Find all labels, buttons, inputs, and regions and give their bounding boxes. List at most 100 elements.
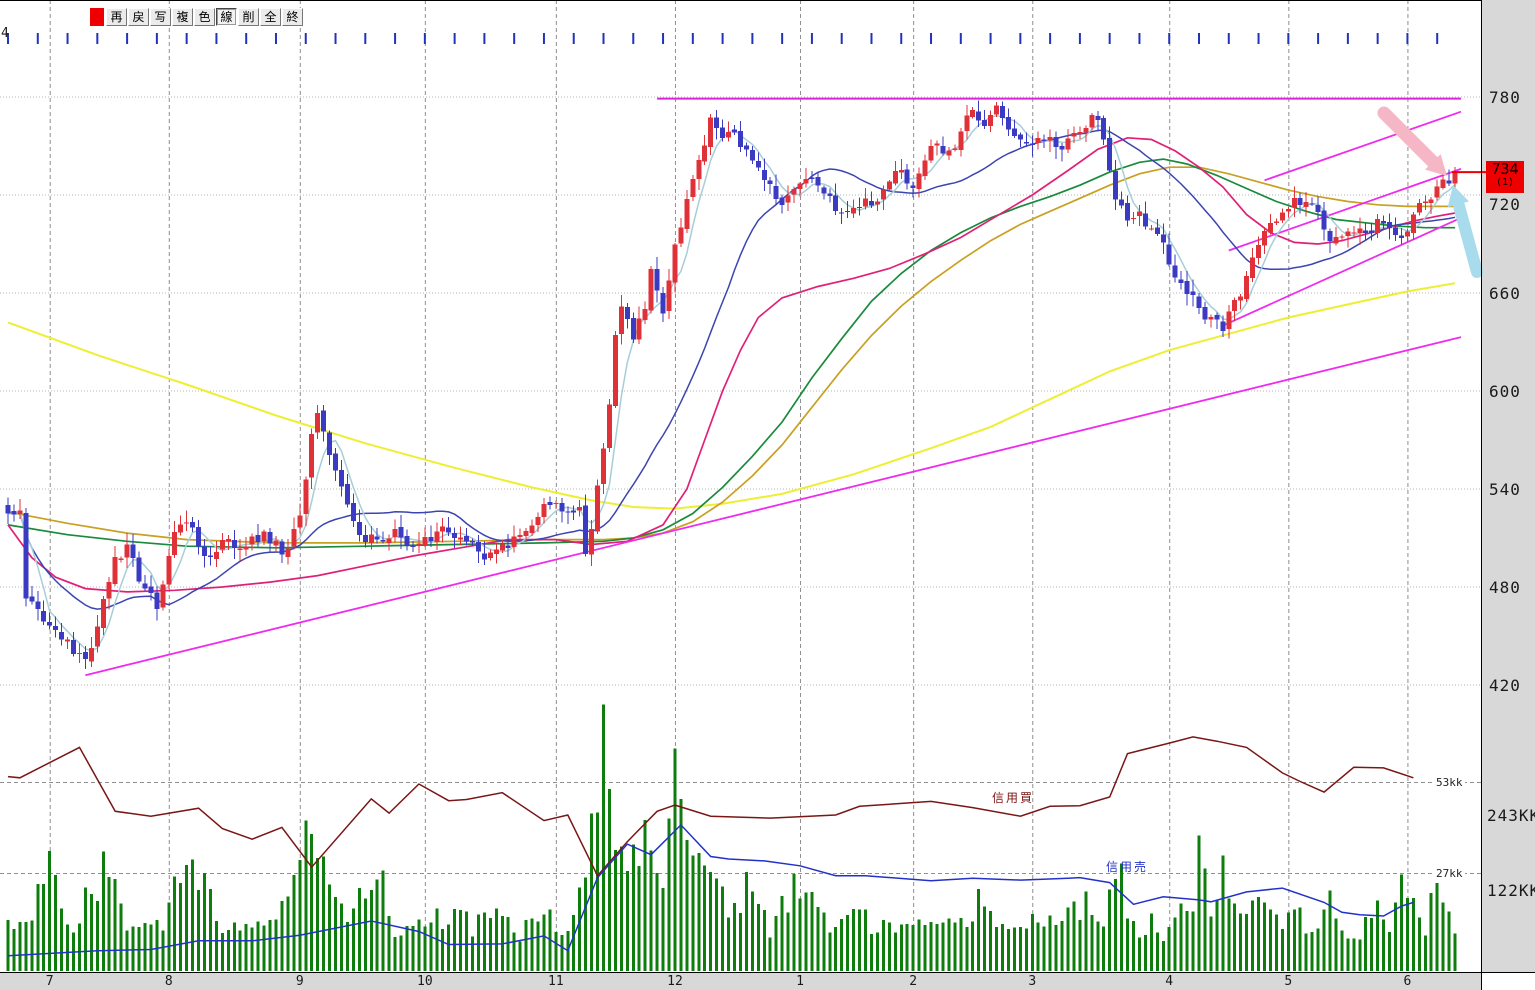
candle-body (1351, 232, 1357, 234)
candle-body (327, 432, 333, 455)
volume-bar (1120, 863, 1124, 971)
volume-bar (167, 902, 171, 971)
volume-bar (48, 850, 52, 971)
volume-bar (1269, 909, 1272, 971)
candle-body (1202, 306, 1208, 320)
volume-bar (524, 919, 528, 971)
candle-body (857, 207, 863, 209)
volume-bar (203, 873, 206, 971)
volume-bar (917, 919, 921, 971)
toolbar-button-色[interactable]: 色 (194, 8, 215, 26)
volume-bar (161, 930, 165, 971)
volume-bar (542, 914, 546, 971)
candle-body (130, 544, 136, 558)
toolbar-button-終[interactable]: 終 (282, 8, 303, 26)
candle-body (964, 115, 970, 131)
volume-bar (602, 704, 605, 971)
candle-body (1047, 136, 1053, 141)
candle-body (190, 522, 196, 528)
candle-body (428, 536, 434, 542)
candle-body (1345, 231, 1351, 236)
candle-body (1428, 199, 1434, 203)
candle-body (636, 318, 642, 340)
volume-bar (1072, 901, 1076, 971)
volume-bar (1114, 879, 1118, 971)
ma-crimson-line (7, 136, 1456, 593)
volume-bar (721, 886, 725, 971)
volume-bar (357, 887, 361, 971)
candle-body (630, 317, 636, 340)
volume-bar (12, 929, 16, 971)
volume-bar (268, 920, 272, 971)
volume-bar (1257, 897, 1260, 971)
volume-bar (1334, 918, 1338, 971)
volume-bar (941, 922, 945, 971)
toolbar-button-写[interactable]: 写 (150, 8, 171, 26)
candle-body (946, 150, 952, 156)
volume-bar (1191, 911, 1195, 971)
candle-body (267, 532, 273, 544)
toolbar-button-削[interactable]: 削 (238, 8, 259, 26)
candle-body (1404, 231, 1410, 237)
volume-bar (1340, 930, 1344, 971)
margin-sell-label: 信用売 (1106, 860, 1149, 874)
candle-body (249, 536, 255, 545)
candle-body (1309, 203, 1315, 205)
toolbar-button-線[interactable]: 線 (216, 8, 237, 26)
candle-body (5, 505, 11, 514)
color-swatch[interactable] (90, 8, 104, 26)
candle-body (1023, 142, 1029, 144)
candle-body (1375, 218, 1381, 233)
volume-bar (852, 909, 856, 971)
candle-body (1381, 220, 1387, 224)
candle-body (106, 582, 112, 599)
candle-body (886, 181, 892, 190)
candle-body (1011, 128, 1017, 136)
volume-bar (1405, 898, 1409, 971)
candle-body (654, 269, 660, 291)
volume-bar (1417, 917, 1421, 971)
candle-body (1101, 118, 1107, 140)
candle-body (112, 556, 118, 584)
candle-body (273, 540, 279, 546)
ma25-line (7, 129, 1456, 610)
toolbar-button-再[interactable]: 再 (106, 8, 127, 26)
volume-bar (1084, 891, 1088, 971)
volume-bar (78, 923, 81, 971)
candle-body (898, 169, 904, 173)
candle-body (368, 534, 374, 543)
month-label: 5 (1284, 974, 1293, 989)
month-label: 2 (909, 974, 918, 989)
volume-bar (310, 834, 314, 971)
volume-bar (1316, 928, 1320, 971)
candle-body (880, 189, 886, 200)
candle-body (1363, 230, 1369, 234)
candle-body (499, 544, 505, 551)
candle-body (874, 201, 880, 205)
margin-axis-label: 122KK (1487, 881, 1535, 900)
toolbar-button-戻[interactable]: 戻 (128, 8, 149, 26)
candle-body (672, 244, 678, 283)
candle-body (243, 546, 249, 550)
volume-bar (971, 921, 975, 971)
candle-body (166, 556, 172, 585)
toolbar-button-全[interactable]: 全 (260, 8, 281, 26)
volume-bar (1239, 913, 1243, 971)
candle-body (291, 529, 297, 547)
candle-body (29, 596, 35, 602)
candle-body (422, 536, 428, 545)
volume-bar (506, 916, 510, 971)
candle-body (738, 130, 743, 148)
volume-bar (1453, 933, 1457, 971)
volume-bar (1030, 913, 1034, 971)
candle-body (160, 584, 166, 608)
candle-body (624, 306, 630, 319)
candle-body (398, 526, 404, 538)
candle-body (493, 549, 499, 554)
volume-bar (292, 874, 296, 971)
toolbar-button-複[interactable]: 複 (172, 8, 193, 26)
volume-bar (1054, 925, 1058, 971)
volume-bar (1352, 938, 1356, 971)
volume-bar (1018, 927, 1022, 971)
